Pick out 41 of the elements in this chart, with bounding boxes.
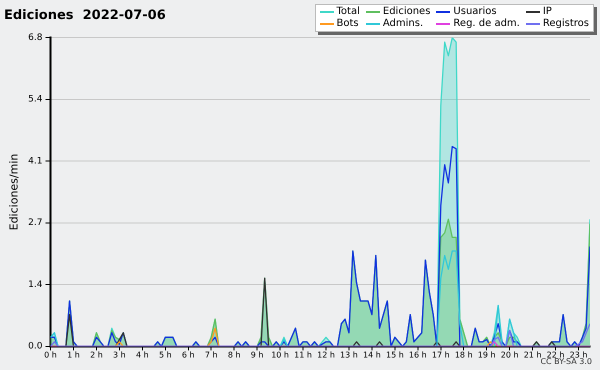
y-tick-label: 1.4 bbox=[28, 280, 43, 290]
x-tick-label: 15 h bbox=[386, 350, 404, 360]
x-tick-label: 13 h bbox=[340, 350, 358, 360]
y-tick-label: 6.8 bbox=[28, 32, 43, 43]
legend-label: Bots bbox=[336, 18, 359, 30]
x-tick-label: 0 h bbox=[44, 350, 57, 360]
legend-label: Reg. de adm. bbox=[453, 18, 520, 30]
x-tick-label: 12 h bbox=[317, 350, 335, 360]
legend-label: Admins. bbox=[382, 18, 424, 30]
x-tick-label: 4 h bbox=[136, 350, 149, 360]
x-tick-label: 17 h bbox=[432, 350, 450, 360]
x-tick-label: 19 h bbox=[478, 350, 496, 360]
x-tick-label: 7 h bbox=[204, 350, 218, 360]
x-tick-label: 20 h bbox=[500, 350, 519, 360]
legend-label: Total bbox=[336, 6, 360, 18]
x-tick-label: 21 h bbox=[524, 350, 542, 360]
x-tick-label: 10 h bbox=[271, 350, 289, 360]
y-tick-label: 5.4 bbox=[28, 94, 43, 105]
legend-label: Ediciones bbox=[382, 6, 430, 18]
y-tick-label: 4.1 bbox=[28, 156, 43, 166]
y-tick-label: 2.7 bbox=[28, 218, 43, 228]
y-axis-title: Ediciones/min bbox=[7, 154, 20, 230]
chart-title: Ediciones 2022-07-06 bbox=[4, 8, 166, 24]
x-tick-label: 16 h bbox=[408, 350, 427, 360]
legend-label: IP bbox=[542, 6, 552, 18]
x-tick-label: 2 h bbox=[90, 350, 103, 360]
text: CC BY-SA 3.0 bbox=[540, 357, 592, 366]
x-tick-label: 9 h bbox=[250, 350, 264, 360]
x-tick-label: 14 h bbox=[363, 350, 381, 360]
x-tick-label: 1 h bbox=[67, 350, 80, 360]
x-tick-label: 18 h bbox=[454, 350, 473, 360]
x-tick-label: 22 h bbox=[546, 350, 564, 360]
x-tick-label: 23 h bbox=[570, 350, 588, 360]
y-tick-label: 0.0 bbox=[28, 342, 43, 352]
legend-label: Registros bbox=[542, 18, 589, 30]
legend-label: Usuarios bbox=[453, 6, 497, 18]
x-tick-label: 8 h bbox=[228, 350, 241, 360]
x-tick-label: 5 h bbox=[158, 350, 172, 360]
x-tick-label: 6 h bbox=[182, 350, 195, 360]
x-tick-label: 11 h bbox=[294, 350, 312, 360]
x-tick-label: 3 h bbox=[113, 350, 126, 360]
